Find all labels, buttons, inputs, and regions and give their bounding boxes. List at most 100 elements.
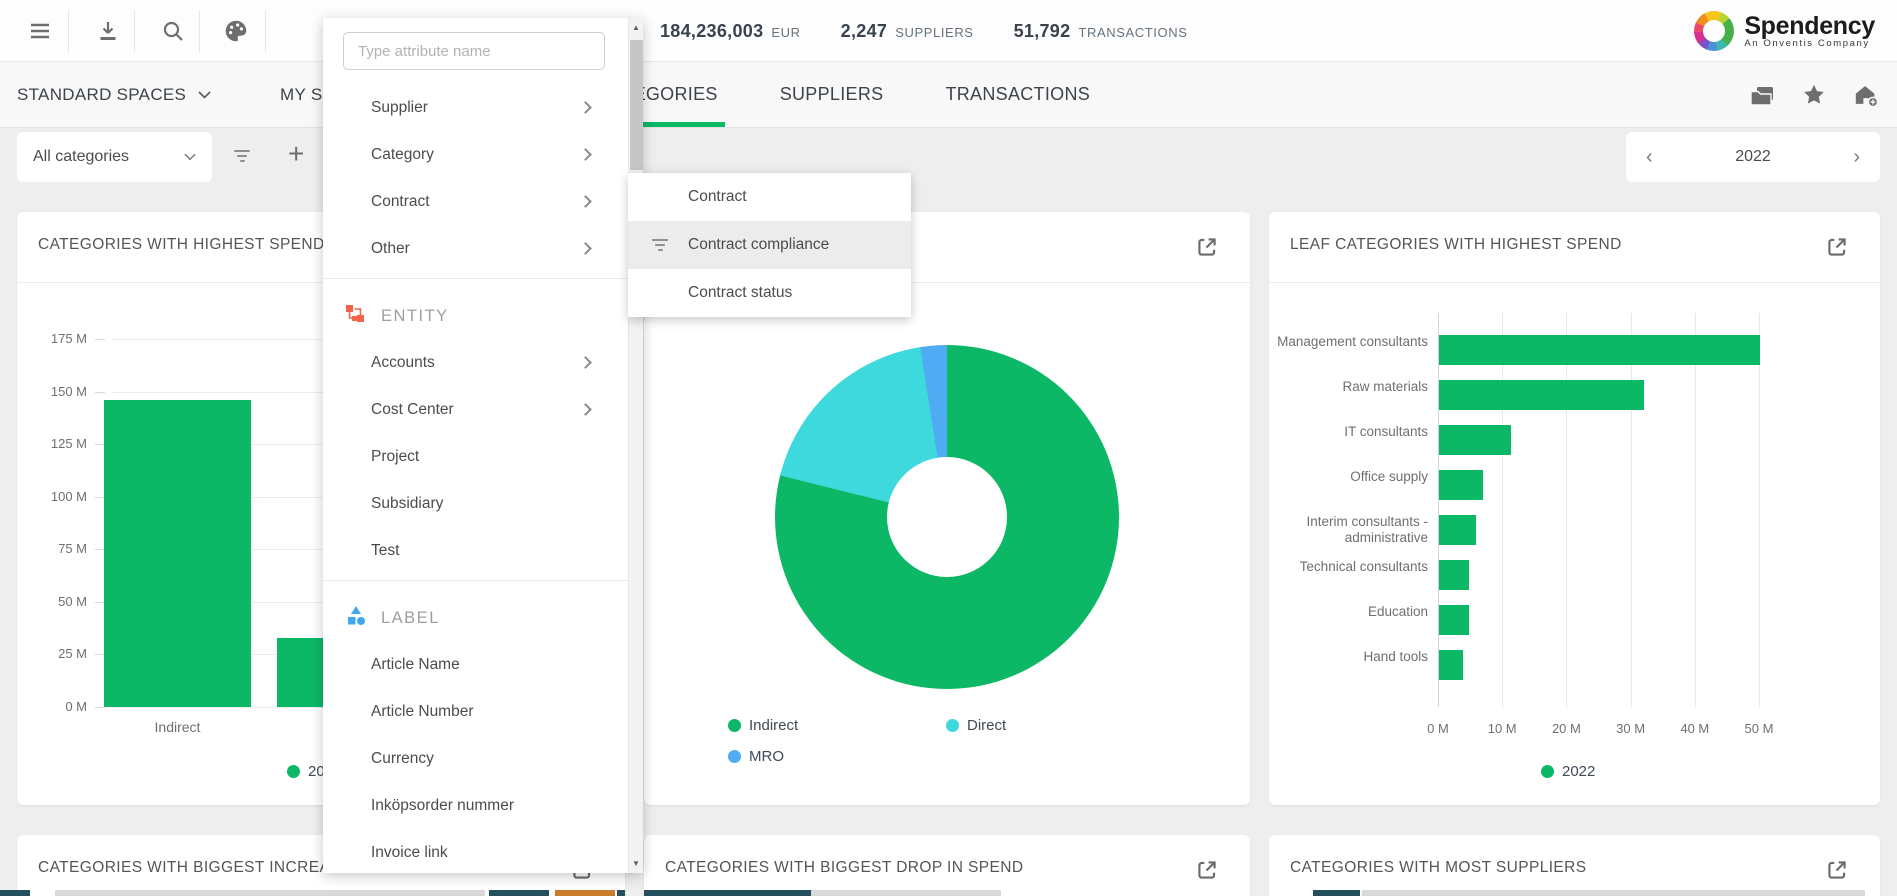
bar-management-consultants[interactable] bbox=[1439, 335, 1760, 365]
open-in-new-icon[interactable] bbox=[1194, 857, 1220, 883]
legend-dot bbox=[1541, 765, 1554, 778]
scrollbar-thumb[interactable] bbox=[630, 40, 643, 170]
menu-item-label: Category bbox=[371, 145, 434, 163]
year-navigator: ‹ 2022 › bbox=[1626, 132, 1880, 182]
kpi-stats: 184,236,003 EUR 2,247 SUPPLIERS 51,792 TRANSA… bbox=[660, 0, 1187, 62]
shapes-icon bbox=[345, 605, 367, 631]
filter-icon[interactable] bbox=[234, 150, 250, 162]
kpi-value: 2,247 bbox=[840, 20, 888, 41]
submenu-item-contract[interactable]: Contract bbox=[628, 173, 911, 221]
bar-office-supply[interactable] bbox=[1439, 470, 1484, 500]
menu-item-invoice-link[interactable]: Invoice link bbox=[323, 829, 628, 876]
menu-section-label: LABEL bbox=[323, 587, 628, 641]
tab-suppliers[interactable]: SUPPLIERS bbox=[779, 84, 884, 104]
legend-label: MRO bbox=[749, 748, 784, 765]
gridline bbox=[1630, 313, 1632, 707]
open-in-new-icon[interactable] bbox=[1824, 857, 1850, 883]
card-header bbox=[644, 212, 1250, 283]
attribute-search-input[interactable] bbox=[343, 32, 605, 70]
standard-spaces-selector[interactable]: STANDARD SPACES bbox=[17, 62, 211, 127]
submenu-item-label: Contract status bbox=[688, 284, 793, 301]
y-axis-tick-label: 175 M bbox=[50, 331, 87, 346]
y-axis-tick-label: 125 M bbox=[50, 436, 87, 452]
legend-item-direct: Direct bbox=[946, 717, 1006, 734]
submenu-item-contract-status[interactable]: Contract status bbox=[628, 269, 911, 317]
category-label: Management consultants bbox=[1277, 334, 1428, 349]
x-axis-tick-label: 10 M bbox=[1487, 721, 1517, 736]
clipped-chart-bar bbox=[489, 890, 549, 896]
top-bar: 184,236,003 EUR 2,247 SUPPLIERS 51,792 TRANSA… bbox=[0, 0, 1897, 62]
home-add-icon[interactable] bbox=[1853, 82, 1879, 108]
scroll-down-icon[interactable]: ▼ bbox=[632, 859, 640, 868]
x-axis-tick-label: 20 M bbox=[1551, 721, 1581, 736]
add-icon[interactable]: + bbox=[288, 138, 305, 169]
download-icon[interactable] bbox=[90, 13, 126, 49]
y-axis-tick-label: 25 M bbox=[58, 646, 87, 662]
chevron-right-icon bbox=[579, 242, 592, 255]
dropdown-scrollbar[interactable]: ▲ ▼ bbox=[628, 18, 643, 873]
category-label: Education bbox=[1367, 604, 1428, 619]
menu-item-ink-psorder-nummer[interactable]: Inköpsorder nummer bbox=[323, 782, 628, 829]
folders-icon[interactable] bbox=[1749, 82, 1775, 108]
clipped-chart-bar bbox=[1313, 890, 1360, 896]
menu-item-other[interactable]: Other bbox=[323, 225, 628, 272]
palette-icon[interactable] bbox=[218, 13, 254, 49]
donut-chart-category-type: Indirect Direct MRO bbox=[644, 283, 1250, 804]
menu-item-article-number[interactable]: Article Number bbox=[323, 688, 628, 735]
bar-education[interactable] bbox=[1439, 605, 1469, 635]
attribute-menu-list: Supplier Category Contract Other ENTITY Accou… bbox=[323, 84, 628, 876]
bar-raw-materials[interactable] bbox=[1439, 380, 1645, 410]
menu-item-label: Project bbox=[371, 447, 420, 465]
legend-label: Direct bbox=[967, 717, 1007, 734]
menu-item-test[interactable]: Test bbox=[323, 527, 628, 574]
menu-item-accounts[interactable]: Accounts bbox=[323, 339, 628, 386]
menu-item-contract[interactable]: Contract bbox=[323, 178, 628, 225]
menu-section-entity: ENTITY bbox=[323, 285, 628, 339]
toolbar-separator bbox=[265, 10, 266, 52]
tab-transactions[interactable]: TRANSACTIONS bbox=[945, 84, 1091, 104]
bar-chart-leaf-categories: 0 M 10 M 20 M 30 M 40 M 50 M Management consul… bbox=[1269, 283, 1880, 804]
bar-interim-consultants-administrative[interactable] bbox=[1439, 515, 1477, 545]
menu-item-label: Supplier bbox=[371, 98, 428, 116]
axis-tick bbox=[95, 549, 105, 551]
star-icon[interactable] bbox=[1801, 82, 1827, 108]
menu-item-project[interactable]: Project bbox=[323, 433, 628, 480]
kpi-label: EUR bbox=[771, 24, 801, 40]
open-in-new-icon[interactable] bbox=[1824, 234, 1850, 260]
search-icon[interactable] bbox=[155, 13, 191, 49]
card-title: CATEGORIES WITH MOST SUPPLIERS bbox=[1290, 859, 1587, 876]
bar-hand-tools[interactable] bbox=[1439, 650, 1464, 680]
scroll-up-icon[interactable]: ▲ bbox=[632, 23, 640, 32]
menu-item-article-name[interactable]: Article Name bbox=[323, 641, 628, 688]
bar-Indirect[interactable] bbox=[104, 399, 251, 707]
card-header: LEAF CATEGORIES WITH HIGHEST SPEND bbox=[1269, 212, 1880, 283]
menu-item-currency[interactable]: Currency bbox=[323, 735, 628, 782]
next-year-button[interactable]: › bbox=[1853, 146, 1860, 168]
menu-item-subsidiary[interactable]: Subsidiary bbox=[323, 480, 628, 527]
category-filter-select[interactable]: All categories bbox=[17, 132, 212, 182]
category-label: Office supply bbox=[1350, 469, 1428, 484]
menu-item-cost-center[interactable]: Cost Center bbox=[323, 386, 628, 433]
gridline bbox=[1438, 313, 1439, 707]
brand-tagline: An Onventis Company bbox=[1744, 37, 1870, 49]
axis-tick bbox=[95, 654, 105, 656]
y-axis-tick-label: 0 M bbox=[65, 699, 87, 714]
open-in-new-icon[interactable] bbox=[1194, 234, 1220, 260]
menu-item-label: Other bbox=[371, 239, 410, 257]
menu-item-label: Inköpsorder nummer bbox=[371, 796, 515, 814]
menu-divider bbox=[323, 580, 628, 581]
chevron-right-icon bbox=[579, 403, 592, 416]
donut-pie[interactable] bbox=[775, 345, 1119, 689]
menu-item-label: Contract bbox=[371, 192, 430, 210]
attribute-picker-dropdown: Supplier Category Contract Other ENTITY Accou… bbox=[323, 18, 643, 873]
y-axis-tick-label: 100 M bbox=[50, 488, 87, 504]
year-value: 2022 bbox=[1735, 148, 1771, 165]
bar-technical-consultants[interactable] bbox=[1439, 560, 1469, 590]
bar-it-consultants[interactable] bbox=[1439, 425, 1511, 455]
menu-icon[interactable] bbox=[22, 13, 58, 49]
dashboard-tabs: CATEGORIES SUPPLIERS TRANSACTIONS bbox=[591, 62, 1097, 127]
menu-item-category[interactable]: Category bbox=[323, 131, 628, 178]
menu-item-supplier[interactable]: Supplier bbox=[323, 84, 628, 131]
submenu-item-contract-compliance[interactable]: Contract compliance bbox=[628, 221, 911, 269]
previous-year-button[interactable]: ‹ bbox=[1646, 146, 1653, 168]
